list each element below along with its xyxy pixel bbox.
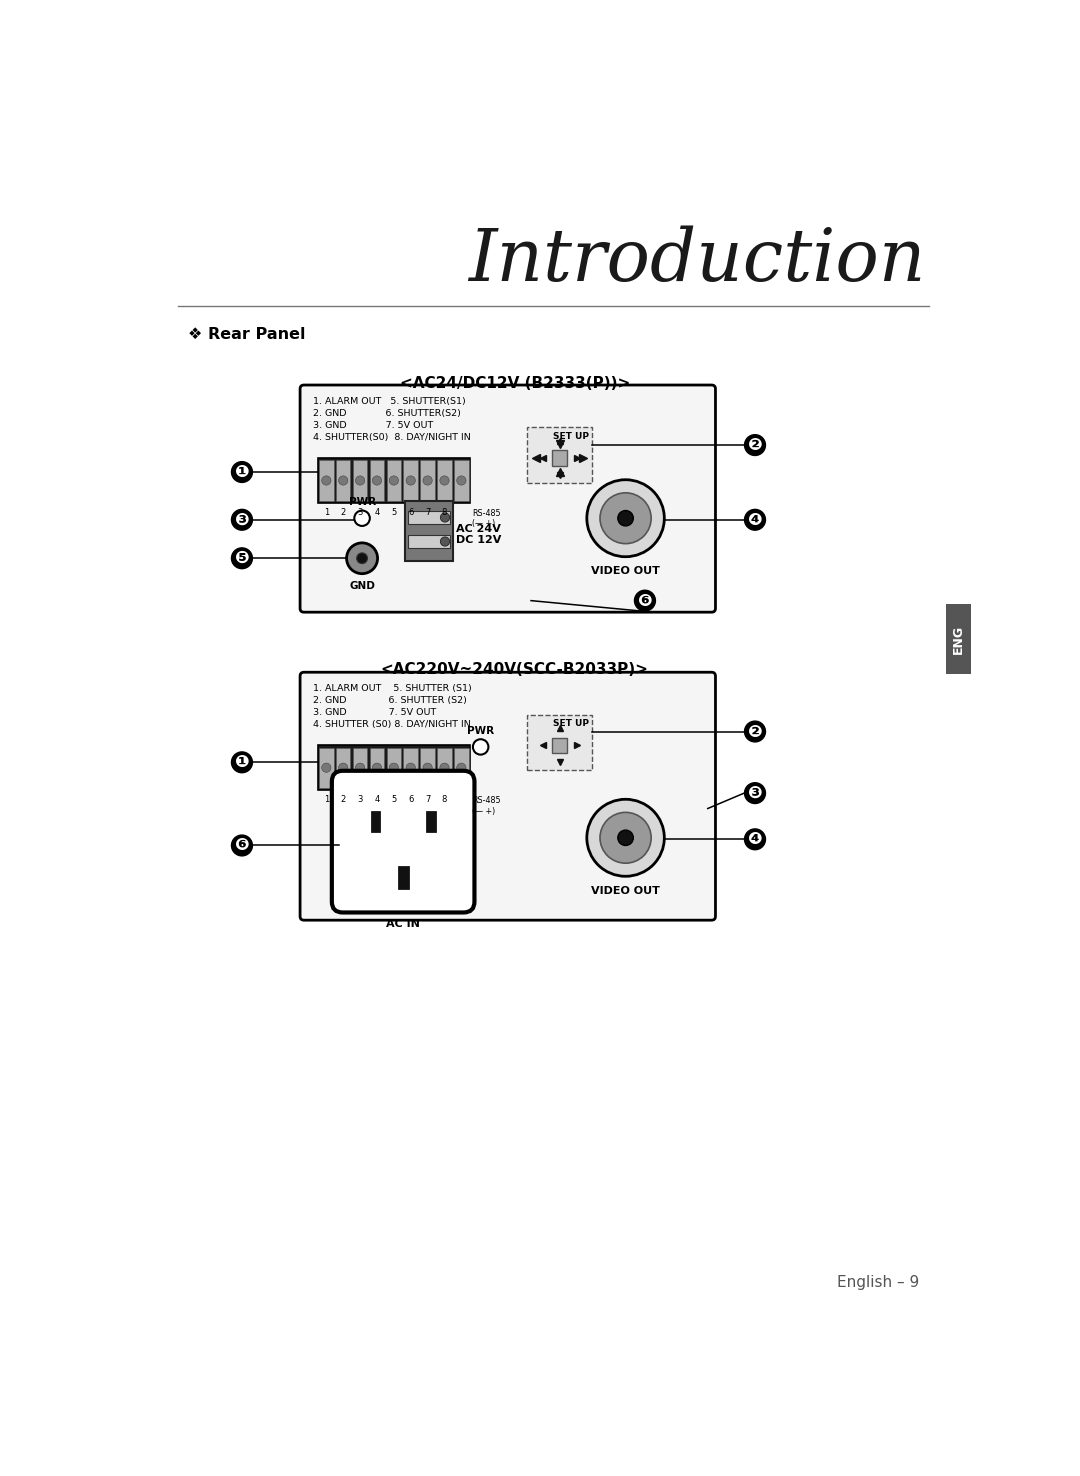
Text: Introduction: Introduction	[468, 226, 926, 297]
Bar	[408, 534, 449, 549]
Circle shape	[744, 509, 766, 530]
Text: ❻: ❻	[234, 837, 249, 855]
Text: 7: 7	[424, 796, 430, 804]
Text: 4: 4	[375, 508, 379, 517]
Bar	[397, 866, 408, 890]
Bar	[420, 748, 435, 788]
Bar	[353, 748, 367, 788]
FancyBboxPatch shape	[332, 770, 474, 912]
Text: 1. ALARM OUT   5. SHUTTER(S1)
2. GND             6. SHUTTER(S2)
3. GND          : 1. ALARM OUT 5. SHUTTER(S1) 2. GND 6. SH…	[313, 397, 471, 441]
Circle shape	[744, 782, 766, 803]
Bar	[946, 605, 971, 673]
Text: VIDEO OUT: VIDEO OUT	[591, 565, 660, 576]
Bar	[427, 810, 435, 832]
Text: ❸: ❸	[234, 511, 249, 528]
Bar	[437, 461, 451, 500]
Text: 1: 1	[324, 508, 329, 517]
Text: 2: 2	[340, 508, 346, 517]
Text: ❷: ❷	[747, 435, 762, 455]
Circle shape	[423, 475, 432, 486]
Bar	[353, 461, 367, 500]
Bar	[408, 511, 449, 524]
Circle shape	[441, 512, 449, 523]
Text: 3: 3	[357, 508, 363, 517]
Circle shape	[600, 812, 651, 863]
Text: RS-485
(— +): RS-485 (— +)	[472, 509, 501, 528]
Circle shape	[347, 543, 378, 574]
Bar	[454, 748, 469, 788]
Text: SET UP: SET UP	[553, 432, 590, 441]
FancyBboxPatch shape	[527, 714, 592, 770]
Bar	[552, 450, 567, 466]
FancyBboxPatch shape	[300, 672, 715, 920]
Text: 7: 7	[424, 508, 430, 517]
Circle shape	[231, 751, 253, 773]
Bar	[454, 461, 469, 500]
Circle shape	[618, 511, 633, 525]
Text: ❶: ❶	[234, 753, 249, 772]
Text: <AC24/DC12V (B2333(P))>: <AC24/DC12V (B2333(P))>	[400, 376, 630, 391]
Bar	[336, 461, 351, 500]
Text: AC IN: AC IN	[387, 918, 420, 928]
Text: ❶: ❶	[234, 463, 249, 481]
Text: ❖ Rear Panel: ❖ Rear Panel	[188, 328, 306, 342]
Bar	[319, 461, 334, 500]
Text: 8: 8	[442, 796, 447, 804]
Text: ❹: ❹	[747, 831, 762, 849]
Circle shape	[441, 537, 449, 546]
Circle shape	[338, 475, 348, 486]
Bar	[318, 458, 470, 503]
Circle shape	[440, 475, 449, 486]
Circle shape	[355, 475, 365, 486]
Text: 1: 1	[324, 796, 329, 804]
Circle shape	[231, 548, 253, 568]
Circle shape	[322, 763, 330, 772]
Circle shape	[355, 763, 365, 772]
Text: ❷: ❷	[747, 723, 762, 741]
Bar	[318, 745, 470, 790]
Bar	[370, 810, 380, 832]
Text: ❹: ❹	[747, 511, 762, 528]
Circle shape	[373, 763, 381, 772]
Text: ❻: ❻	[637, 592, 652, 610]
Text: SET UP: SET UP	[553, 719, 590, 728]
Circle shape	[231, 509, 253, 530]
Circle shape	[338, 763, 348, 772]
Bar	[369, 461, 384, 500]
Bar	[319, 748, 334, 788]
Circle shape	[322, 475, 330, 486]
Text: PWR: PWR	[349, 497, 376, 508]
FancyBboxPatch shape	[527, 428, 592, 483]
Bar	[405, 500, 453, 561]
Text: ENG: ENG	[953, 624, 966, 654]
Bar	[404, 748, 418, 788]
Circle shape	[744, 722, 766, 742]
Circle shape	[231, 835, 253, 856]
Circle shape	[231, 462, 253, 483]
Circle shape	[600, 493, 651, 543]
Circle shape	[440, 763, 449, 772]
Text: GND: GND	[349, 582, 375, 592]
Text: 5: 5	[391, 508, 396, 517]
Bar	[437, 748, 451, 788]
Circle shape	[473, 739, 488, 754]
Circle shape	[744, 435, 766, 456]
Bar	[552, 738, 567, 753]
Circle shape	[389, 475, 399, 486]
Circle shape	[586, 800, 664, 877]
Circle shape	[618, 830, 633, 846]
Bar	[404, 461, 418, 500]
Text: 4: 4	[375, 796, 379, 804]
Circle shape	[744, 830, 766, 850]
Circle shape	[354, 511, 369, 525]
FancyBboxPatch shape	[300, 385, 715, 613]
Text: RS-485
(— +): RS-485 (— +)	[472, 796, 501, 816]
Text: 3: 3	[357, 796, 363, 804]
Bar	[336, 748, 351, 788]
Text: 8: 8	[442, 508, 447, 517]
Bar	[387, 461, 401, 500]
Text: English – 9: English – 9	[837, 1275, 919, 1290]
Text: 5: 5	[391, 796, 396, 804]
Circle shape	[406, 475, 416, 486]
Text: <AC220V~240V(SCC-B2033P)>: <AC220V~240V(SCC-B2033P)>	[381, 663, 649, 677]
